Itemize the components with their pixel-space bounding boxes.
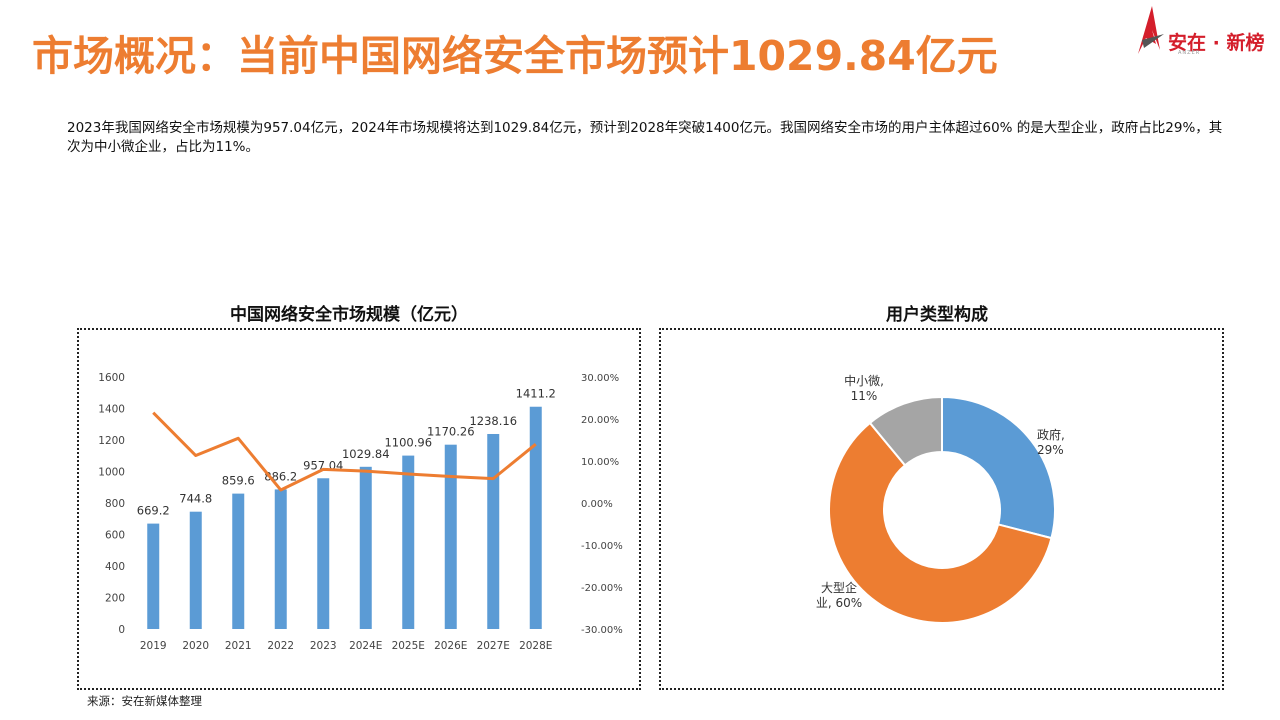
bar xyxy=(317,478,330,629)
logo-a-icon xyxy=(1138,6,1164,54)
y-tick-label: 0 xyxy=(118,624,125,636)
donut-chart: 政府, 29% 大型企业, 60% 中小微, 11% xyxy=(816,373,1065,624)
x-tick-label: 2019 xyxy=(140,640,167,652)
x-tick-label: 2028E xyxy=(519,640,552,652)
bar-data-label: 1411.2 xyxy=(516,387,556,401)
x-tick-label: 2026E xyxy=(434,640,467,652)
logo-subtext: ANZER xyxy=(1178,50,1201,56)
bar xyxy=(444,444,457,629)
x-tick-label: 2027E xyxy=(477,640,510,652)
bar xyxy=(359,466,372,629)
bar xyxy=(232,493,245,629)
x-tick-label: 2021 xyxy=(225,640,252,652)
y-tick-label: 1200 xyxy=(98,435,125,447)
donut-slice xyxy=(868,395,943,467)
bar-chart-title: 中国网络安全市场规模（亿元） xyxy=(230,305,468,325)
source-note: 来源：安在新媒体整理 xyxy=(87,694,202,708)
bar xyxy=(189,511,202,629)
bar-data-label: 669.2 xyxy=(137,504,170,518)
pie-chart-title: 用户类型构成 xyxy=(886,305,988,325)
bar-data-label: 1170.26 xyxy=(427,425,475,439)
bar xyxy=(402,455,415,629)
x-tick-label: 2025E xyxy=(392,640,425,652)
bar xyxy=(529,406,542,629)
y2-tick-label: -10.00% xyxy=(581,541,623,552)
y2-tick-label: -20.00% xyxy=(581,583,623,594)
y-tick-label: 200 xyxy=(105,593,125,605)
y-tick-label: 800 xyxy=(105,498,125,510)
bar-data-label: 1100.96 xyxy=(384,436,432,450)
y2-tick-label: 0.00% xyxy=(581,499,613,510)
logo-text: 安在 · 新榜 xyxy=(1168,32,1265,54)
bar-data-label: 744.8 xyxy=(179,492,212,506)
bar-data-label: 859.6 xyxy=(222,474,255,488)
y2-tick-label: 20.00% xyxy=(581,415,619,426)
donut-slice xyxy=(828,421,1053,624)
x-tick-label: 2020 xyxy=(182,640,209,652)
slice-label: 大型企业, 60% xyxy=(816,580,862,610)
slice-label: 中小微, 11% xyxy=(844,373,884,403)
bar xyxy=(274,489,287,629)
bar xyxy=(147,523,160,629)
y-tick-label: 600 xyxy=(105,530,125,542)
brand-logo: 安在 · 新榜 ANZER xyxy=(1134,4,1274,58)
page-title: 市场概况：当前中国网络安全市场预计1029.84亿元 xyxy=(32,32,998,80)
x-tick-label: 2022 xyxy=(267,640,294,652)
bar-data-label: 1029.84 xyxy=(342,447,390,461)
bar-chart-panel: 0 200 400 600 800 1000 1200 1400 1600 -30.00% -20.… xyxy=(77,328,641,690)
bar-line-chart: 0 200 400 600 800 1000 1200 1400 1600 -30.00% -20.… xyxy=(98,372,623,652)
x-tick-label: 2024E xyxy=(349,640,382,652)
bar-data-label: 1238.16 xyxy=(469,414,517,428)
y-tick-label: 1600 xyxy=(98,372,125,384)
growth-rate-line xyxy=(152,411,537,492)
y-tick-label: 1400 xyxy=(98,404,125,416)
bar xyxy=(487,433,500,629)
y2-tick-label: -30.00% xyxy=(581,625,623,636)
pie-chart-panel: 政府, 29% 大型企业, 60% 中小微, 11% xyxy=(659,328,1224,690)
y-tick-label: 1000 xyxy=(98,467,125,479)
y-tick-label: 400 xyxy=(105,561,125,573)
slice-label: 政府, 29% xyxy=(1037,427,1065,457)
x-tick-label: 2023 xyxy=(310,640,337,652)
y2-tick-label: 10.00% xyxy=(581,457,619,468)
y2-tick-label: 30.00% xyxy=(581,373,619,384)
donut-slice xyxy=(941,395,1056,540)
intro-paragraph: 2023年我国网络安全市场规模为957.04亿元，2024年市场规模将达到102… xyxy=(67,120,1223,155)
